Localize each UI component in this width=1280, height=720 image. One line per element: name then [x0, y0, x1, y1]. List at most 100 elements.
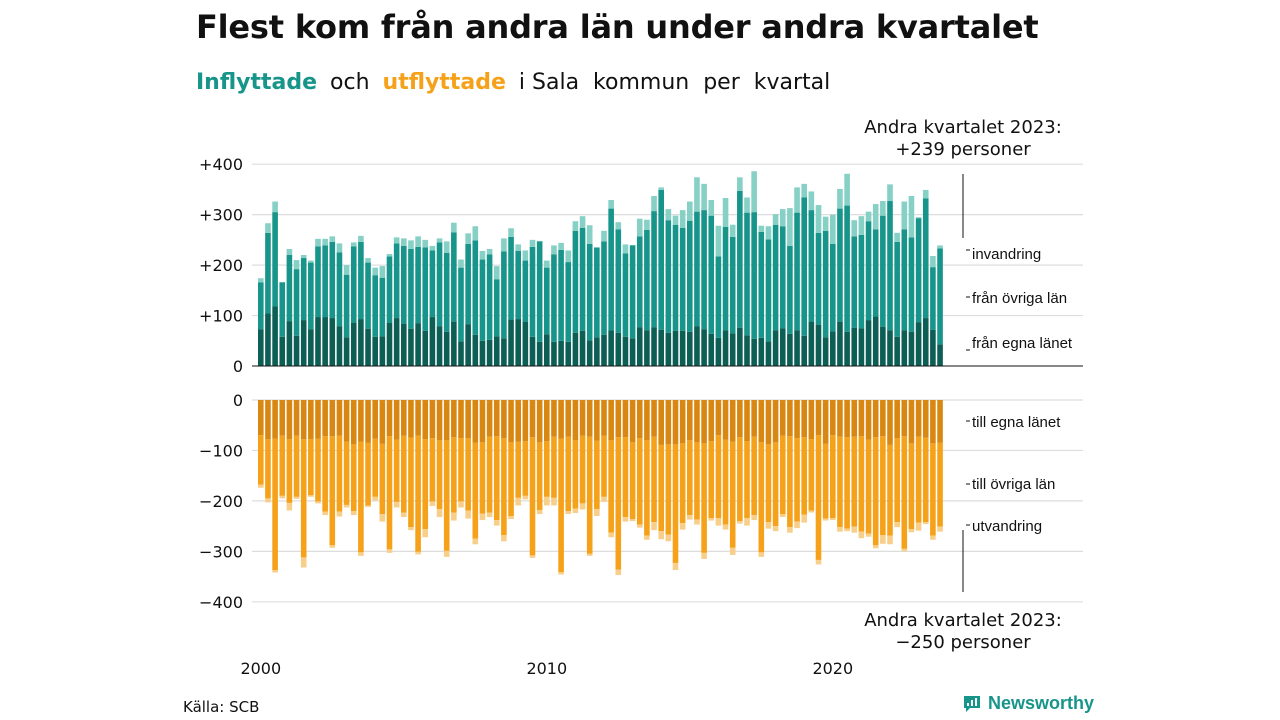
subtitle-och: och — [330, 70, 370, 95]
bar-out-other-county — [379, 443, 386, 515]
bar-in-own-county — [365, 328, 371, 366]
bar-in-other-county — [737, 190, 743, 328]
bar-immigration — [508, 228, 514, 237]
bar-in-other-county — [386, 256, 393, 323]
bar-emigration — [651, 522, 657, 531]
bar-immigration — [408, 240, 414, 249]
bar-immigration — [329, 236, 336, 242]
bar-immigration — [694, 177, 700, 212]
bar-immigration — [937, 245, 943, 249]
bar-out-own-county — [651, 400, 657, 437]
bar-in-own-county — [558, 340, 564, 366]
bar-out-own-county — [365, 400, 371, 443]
bar-emigration — [572, 508, 579, 514]
bar-out-own-county — [887, 400, 893, 445]
bar-immigration — [401, 238, 407, 246]
bar-out-own-county — [401, 400, 407, 436]
bar-in-own-county — [658, 329, 664, 366]
bar-out-other-county — [329, 436, 336, 546]
bar-immigration — [615, 222, 622, 230]
bar-immigration — [872, 204, 879, 230]
bar-in-own-county — [880, 326, 886, 366]
bar-out-other-county — [565, 436, 572, 511]
bar-emigration — [415, 551, 421, 555]
bar-emigration — [601, 496, 607, 502]
bar-out-other-county — [758, 442, 765, 553]
bar-emigration — [515, 497, 521, 506]
bar-in-other-county — [865, 221, 872, 321]
bar-out-other-county — [865, 439, 872, 534]
bar-immigration — [386, 254, 393, 257]
top-y-tick-label: +100 — [199, 307, 243, 326]
bar-out-other-county — [715, 435, 722, 519]
bar-immigration — [779, 209, 786, 227]
bar-in-other-county — [308, 262, 314, 330]
bar-out-other-county — [601, 435, 607, 497]
bar-emigration — [837, 527, 843, 532]
bar-in-other-county — [629, 245, 636, 339]
bar-out-own-county — [393, 400, 400, 440]
bar-immigration — [293, 260, 300, 270]
bar-in-own-county — [794, 330, 800, 366]
bar-in-other-county — [837, 208, 843, 322]
bar-in-own-county — [343, 337, 350, 366]
bar-immigration — [601, 230, 607, 242]
bar-in-own-county — [808, 321, 815, 366]
bar-out-other-county — [658, 444, 664, 532]
bar-in-own-county — [622, 336, 629, 366]
bar-in-other-county — [515, 250, 521, 320]
bar-emigration — [729, 547, 736, 555]
bar-emigration — [751, 515, 757, 521]
bar-in-own-county — [551, 341, 557, 366]
bar-immigration — [851, 220, 858, 237]
bar-out-other-county — [358, 441, 364, 553]
bar-out-own-county — [658, 400, 664, 445]
bar-out-other-county — [486, 436, 493, 513]
bottom-y-tick-label: −300 — [199, 542, 243, 561]
bar-out-own-county — [465, 400, 471, 439]
bar-out-own-county — [379, 400, 386, 444]
bar-in-own-county — [687, 331, 693, 366]
bar-out-other-county — [265, 439, 271, 499]
series-label: till egna länet — [972, 414, 1061, 431]
bottom-annotation-line2: −250 personer — [895, 632, 1031, 653]
bar-emigration — [880, 535, 886, 544]
bar-out-own-county — [572, 400, 579, 441]
bar-immigration — [844, 173, 850, 206]
bar-immigration — [565, 250, 572, 263]
bar-emigration — [908, 529, 915, 533]
bar-in-own-county — [708, 333, 715, 366]
bar-in-other-county — [486, 254, 493, 340]
bar-in-other-county — [830, 243, 836, 332]
bar-out-other-county — [837, 436, 843, 528]
bar-out-other-county — [751, 436, 757, 516]
bar-emigration — [386, 549, 393, 553]
bar-in-other-county — [701, 210, 707, 330]
bar-in-own-county — [894, 336, 900, 366]
bar-in-own-county — [722, 330, 729, 366]
bar-in-own-county — [601, 334, 607, 366]
bar-emigration — [544, 496, 550, 506]
bar-emigration — [872, 545, 879, 549]
bar-out-own-county — [779, 400, 786, 436]
bar-in-other-county — [815, 232, 822, 325]
bar-in-own-county — [358, 319, 364, 366]
bar-in-other-county — [544, 267, 550, 335]
bar-in-own-county — [579, 330, 586, 366]
bar-immigration — [665, 209, 672, 221]
bar-in-own-county — [636, 327, 643, 366]
bar-in-other-county — [279, 282, 286, 337]
bar-immigration — [658, 187, 664, 190]
bar-out-other-county — [472, 442, 479, 539]
bar-in-own-county — [887, 330, 893, 366]
bar-out-other-county — [901, 436, 908, 549]
bar-immigration — [579, 216, 586, 228]
bar-emigration — [708, 518, 715, 521]
bar-out-other-county — [672, 444, 679, 563]
source-text: Källa: SCB — [183, 698, 260, 716]
bar-emigration — [458, 501, 464, 508]
bottom-y-tick-label: −200 — [199, 492, 243, 511]
bar-immigration — [415, 236, 421, 247]
bar-in-other-county — [880, 215, 886, 327]
bar-out-own-county — [622, 400, 629, 438]
